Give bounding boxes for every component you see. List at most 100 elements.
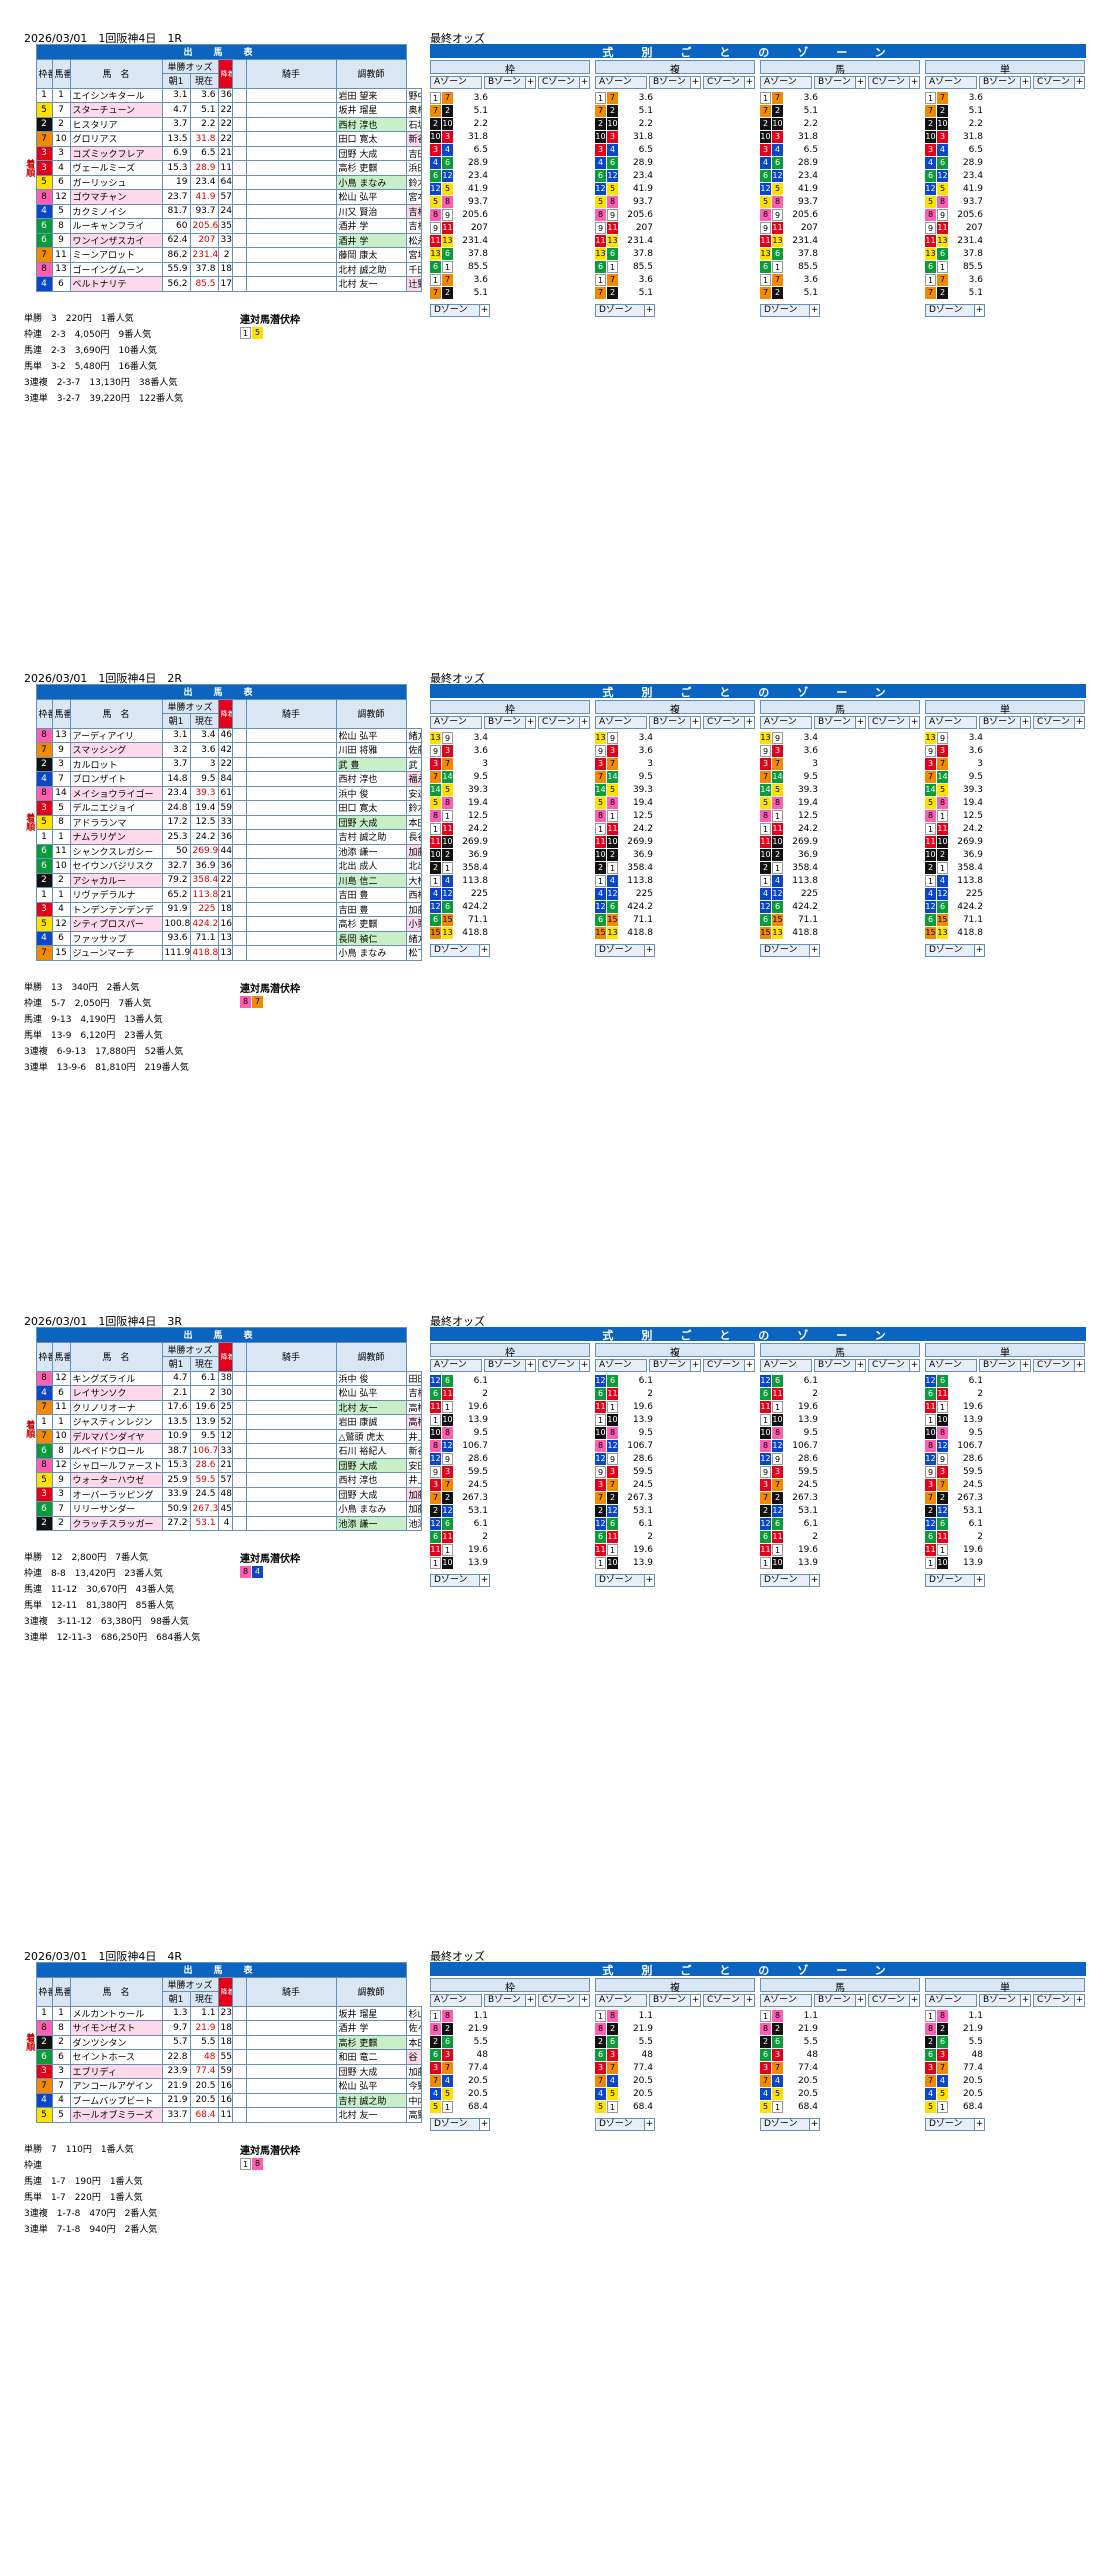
odds-row[interactable]: 11 1 19.6 bbox=[430, 1544, 488, 1557]
odds-row[interactable]: 9 3 59.5 bbox=[925, 1466, 983, 1479]
odds-row[interactable]: 4 5 20.5 bbox=[430, 2088, 488, 2101]
odds-row[interactable]: 14 5 39.3 bbox=[925, 784, 983, 797]
trainer-name[interactable]: 小栗 実 bbox=[405, 916, 422, 932]
jockey-name[interactable]: 浜中 俊 bbox=[335, 1370, 407, 1386]
odds-row[interactable]: 1 7 3.6 bbox=[430, 274, 488, 287]
odds-row[interactable]: 2 1 358.4 bbox=[430, 862, 488, 875]
odds-row[interactable]: 12 6 6.1 bbox=[595, 1518, 653, 1531]
odds-row[interactable]: 3 4 6.5 bbox=[595, 144, 653, 157]
zone-toggle[interactable]: + bbox=[744, 1360, 754, 1371]
odds-row[interactable]: 11 1 19.6 bbox=[595, 1544, 653, 1557]
zone-toggle[interactable]: + bbox=[809, 945, 819, 956]
odds-row[interactable]: 7 14 9.5 bbox=[595, 771, 653, 784]
odds-row[interactable]: 5 1 68.4 bbox=[925, 2101, 983, 2114]
trainer-name[interactable]: 鈴木 孝志 bbox=[405, 800, 422, 816]
odds-row[interactable]: 13 9 3.4 bbox=[760, 732, 818, 745]
trainer-name[interactable]: 加藤 公太 bbox=[405, 1501, 422, 1517]
jockey-name[interactable]: 岩田 康誠 bbox=[335, 1414, 407, 1430]
horse-name[interactable]: アンコールアゲイン bbox=[69, 2078, 163, 2094]
odds-row[interactable]: 5 8 19.4 bbox=[925, 797, 983, 810]
odds-row[interactable]: 13 9 3.4 bbox=[925, 732, 983, 745]
jockey-name[interactable]: 川又 賢治 bbox=[335, 203, 407, 219]
zone-toggle[interactable]: + bbox=[1074, 717, 1084, 728]
zone-toggle[interactable]: + bbox=[909, 1995, 919, 2006]
odds-row[interactable]: 4 12 225 bbox=[430, 888, 488, 901]
odds-row[interactable]: 7 2 5.1 bbox=[925, 287, 983, 300]
zone-toggle[interactable]: + bbox=[479, 2119, 489, 2130]
odds-row[interactable]: 1 10 13.9 bbox=[430, 1557, 488, 1570]
jockey-name[interactable]: 西村 淳也 bbox=[335, 1472, 407, 1488]
odds-row[interactable]: 7 14 9.5 bbox=[925, 771, 983, 784]
zone-toggle[interactable]: + bbox=[690, 717, 700, 728]
odds-row[interactable]: 6 1 85.5 bbox=[925, 261, 983, 274]
horse-name[interactable]: シャロールファースト bbox=[69, 1457, 163, 1473]
horse-name[interactable]: メイショウライゴー bbox=[69, 785, 163, 801]
odds-row[interactable]: 9 11 207 bbox=[595, 222, 653, 235]
odds-row[interactable]: 1 4 113.8 bbox=[925, 875, 983, 888]
zone-toggle[interactable]: + bbox=[525, 1360, 535, 1371]
jockey-name[interactable]: 団野 大成 bbox=[335, 2063, 407, 2079]
jockey-name[interactable]: 浜中 俊 bbox=[335, 785, 407, 801]
trainer-name[interactable]: 吉田 直弘 bbox=[405, 145, 422, 161]
horse-name[interactable]: トンデンテンデンデ bbox=[69, 901, 163, 917]
odds-row[interactable]: 11 10 269.9 bbox=[430, 836, 488, 849]
odds-row[interactable]: 5 1 68.4 bbox=[595, 2101, 653, 2114]
trainer-name[interactable]: 野中 賢二 bbox=[405, 87, 422, 103]
odds-row[interactable]: 7 14 9.5 bbox=[760, 771, 818, 784]
horse-name[interactable]: ホールオブミラーズ bbox=[69, 2107, 163, 2123]
horse-name[interactable]: エイシンキタール bbox=[69, 87, 163, 103]
zone-toggle[interactable]: + bbox=[644, 1575, 654, 1586]
odds-row[interactable]: 4 6 28.9 bbox=[760, 157, 818, 170]
jockey-name[interactable]: 池添 謙一 bbox=[335, 1515, 407, 1531]
odds-row[interactable]: 6 11 2 bbox=[760, 1531, 818, 1544]
odds-row[interactable]: 6 11 2 bbox=[595, 1531, 653, 1544]
odds-row[interactable]: 1 7 3.6 bbox=[925, 92, 983, 105]
odds-row[interactable]: 7 2 5.1 bbox=[760, 287, 818, 300]
zone-toggle[interactable]: + bbox=[1020, 717, 1030, 728]
jockey-name[interactable]: 田口 寛太 bbox=[335, 800, 407, 816]
odds-row[interactable]: 8 9 205.6 bbox=[595, 209, 653, 222]
jockey-name[interactable]: 北村 誠之助 bbox=[335, 261, 407, 277]
odds-row[interactable]: 15 13 418.8 bbox=[595, 927, 653, 940]
zone-toggle[interactable]: + bbox=[1074, 77, 1084, 88]
odds-row[interactable]: 9 3 3.6 bbox=[595, 745, 653, 758]
jockey-name[interactable]: 北村 友一 bbox=[335, 276, 407, 292]
horse-name[interactable]: メルカントゥール bbox=[69, 2005, 163, 2021]
odds-row[interactable]: 3 7 77.4 bbox=[925, 2062, 983, 2075]
odds-row[interactable]: 13 9 3.4 bbox=[595, 732, 653, 745]
odds-row[interactable]: 8 1 12.5 bbox=[925, 810, 983, 823]
trainer-name[interactable]: 安達 昭夫 bbox=[405, 785, 422, 801]
odds-row[interactable]: 9 11 207 bbox=[760, 222, 818, 235]
odds-row[interactable]: 12 5 41.9 bbox=[595, 183, 653, 196]
trainer-name[interactable]: 新谷 功一 bbox=[405, 1443, 422, 1459]
jockey-name[interactable]: 長岡 禎仁 bbox=[335, 930, 407, 946]
trainer-name[interactable]: 中内田 充正 bbox=[405, 2092, 422, 2108]
odds-row[interactable]: 14 5 39.3 bbox=[595, 784, 653, 797]
odds-row[interactable]: 12 6 6.1 bbox=[925, 1375, 983, 1388]
odds-row[interactable]: 5 1 68.4 bbox=[430, 2101, 488, 2114]
odds-row[interactable]: 3 4 6.5 bbox=[430, 144, 488, 157]
trainer-name[interactable]: 谷 潔 bbox=[405, 2049, 422, 2065]
odds-row[interactable]: 6 12 23.4 bbox=[925, 170, 983, 183]
odds-row[interactable]: 1 10 13.9 bbox=[925, 1414, 983, 1427]
zone-toggle[interactable]: + bbox=[855, 1995, 865, 2006]
trainer-name[interactable]: 吉村 圭司 bbox=[405, 1385, 422, 1401]
odds-row[interactable]: 13 6 37.8 bbox=[430, 248, 488, 261]
zone-toggle[interactable]: + bbox=[644, 945, 654, 956]
trainer-name[interactable]: 武 幸四郎 bbox=[405, 756, 422, 772]
zone-toggle[interactable]: + bbox=[644, 2119, 654, 2130]
odds-row[interactable]: 2 1 358.4 bbox=[595, 862, 653, 875]
odds-row[interactable]: 1 11 24.2 bbox=[760, 823, 818, 836]
horse-name[interactable]: ナムラリゲン bbox=[69, 829, 163, 845]
